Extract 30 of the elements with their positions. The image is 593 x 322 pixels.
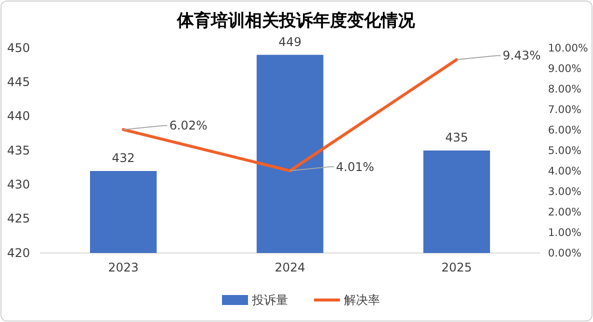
y-tick-label: 430 [7,178,30,192]
y-tick-label: 440 [7,109,30,124]
y-tick-label: 450 [7,40,30,55]
data-label: 9.43% [502,48,541,63]
y2-tick-label: 7.00% [548,104,582,116]
y-tick-label: 425 [7,212,30,226]
y2-tick-label: 2.00% [548,206,582,218]
y-tick-label: 445 [7,75,30,90]
y2-tick-label: 9.00% [548,62,582,75]
y2-tick-label: 5.00% [548,144,582,157]
y2-tick-label: 6.00% [548,124,582,136]
chart-title: 体育培训相关投诉年度变化情况 [176,10,416,31]
y-tick-label: 420 [7,246,30,260]
x-tick-label: 2025 [441,260,472,275]
y2-tick-label: 4.00% [548,165,582,178]
y2-tick-label: 1.00% [548,226,582,239]
data-label: 449 [278,34,302,49]
legend-label: 投诉量 [251,293,288,307]
y2-tick-label: 8.00% [548,83,582,96]
y-tick-label: 435 [7,143,30,158]
data-label: 435 [445,130,468,144]
x-tick-label: 2024 [274,260,306,275]
data-label: 6.02% [169,118,208,133]
y2-tick-label: 10.00% [548,42,588,54]
y2-tick-label: 3.00% [548,186,582,198]
data-label: 4.01% [336,160,374,174]
x-tick-label: 2023 [108,260,139,275]
y2-tick-label: 0.00% [548,247,582,260]
data-label: 432 [112,151,135,165]
legend-label: 解决率 [344,293,380,307]
